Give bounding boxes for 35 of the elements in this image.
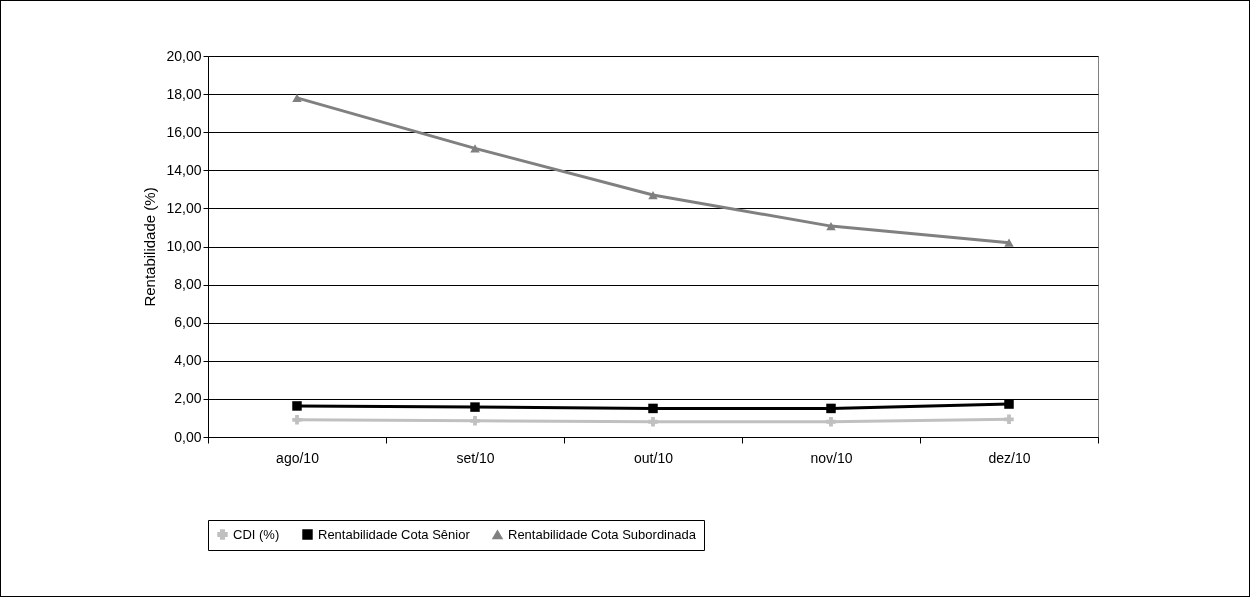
legend-label: Rentabilidade Cota Sênior [318,526,471,542]
point [470,402,480,412]
point [1004,238,1014,247]
x-tick-label: dez/10 [988,449,1031,466]
point [292,415,302,425]
y-tick-label: 2,00 [174,390,202,407]
y-tick-label: 16,00 [166,123,202,140]
point [292,93,302,103]
legend-label: Rentabilidade Cota Subordinada [508,526,697,542]
y-axis-title: Rentabilidade (%) [141,187,159,307]
y-tick-label: 14,00 [166,161,202,178]
point [648,403,658,414]
y-tick-label: 8,00 [174,276,202,293]
y-tick-label: 20,00 [166,47,202,64]
y-tick-label: 4,00 [174,352,202,369]
point [826,403,836,414]
y-tick-label: 12,00 [166,199,202,216]
point [470,144,480,153]
point [1004,414,1014,425]
point [648,190,658,200]
y-tick-label: 6,00 [174,314,202,331]
point [470,416,480,426]
point [1004,399,1014,409]
point [826,222,836,231]
point [826,417,836,427]
legend-label: CDI (%) [233,526,280,542]
y-tick-label: 18,00 [166,85,202,102]
point [648,417,658,427]
y-tick-label: 10,00 [166,238,202,254]
x-tick-label: ago/10 [276,449,320,466]
y-tick-label: 0,00 [174,428,202,445]
x-tick-label: out/10 [634,449,674,466]
x-tick-label: set/10 [456,449,495,466]
point [292,401,302,411]
x-tick-label: nov/10 [810,449,853,466]
